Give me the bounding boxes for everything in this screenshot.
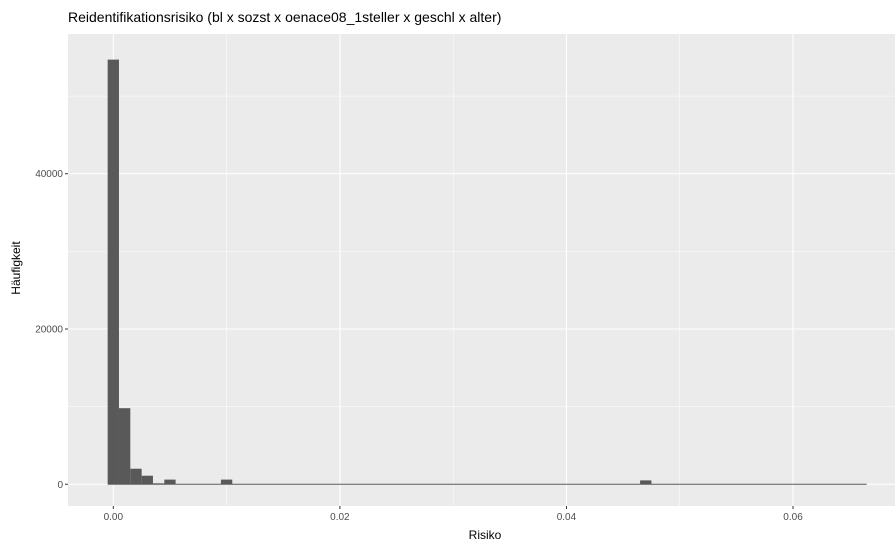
y-tick-label: 0 (57, 480, 63, 491)
panel-background (68, 34, 895, 506)
histogram-bar (640, 480, 652, 485)
chart-title: Reidentifikationsrisiko (bl x sozst x oe… (68, 9, 501, 25)
histogram-bar (152, 483, 165, 485)
x-tick-label: 0.06 (783, 512, 803, 523)
histogram-bar (118, 408, 131, 485)
y-axis-label: Häufigkeit (9, 241, 23, 295)
x-tick-label: 0.00 (104, 512, 124, 523)
x-axis-label: Risiko (469, 528, 502, 541)
y-tick-label: 40000 (35, 169, 63, 180)
x-tick-label: 0.02 (330, 512, 350, 523)
histogram-bar (220, 479, 233, 485)
histogram-bar (164, 479, 176, 485)
plot-area: 0.00 0.02 0.04 0.06 0 20000 40000 (35, 34, 895, 523)
histogram-bar (141, 475, 153, 485)
histogram-bar (107, 59, 119, 485)
y-tick-label: 20000 (35, 325, 63, 336)
histogram-bar (130, 468, 142, 485)
x-tick-label: 0.04 (557, 512, 577, 523)
